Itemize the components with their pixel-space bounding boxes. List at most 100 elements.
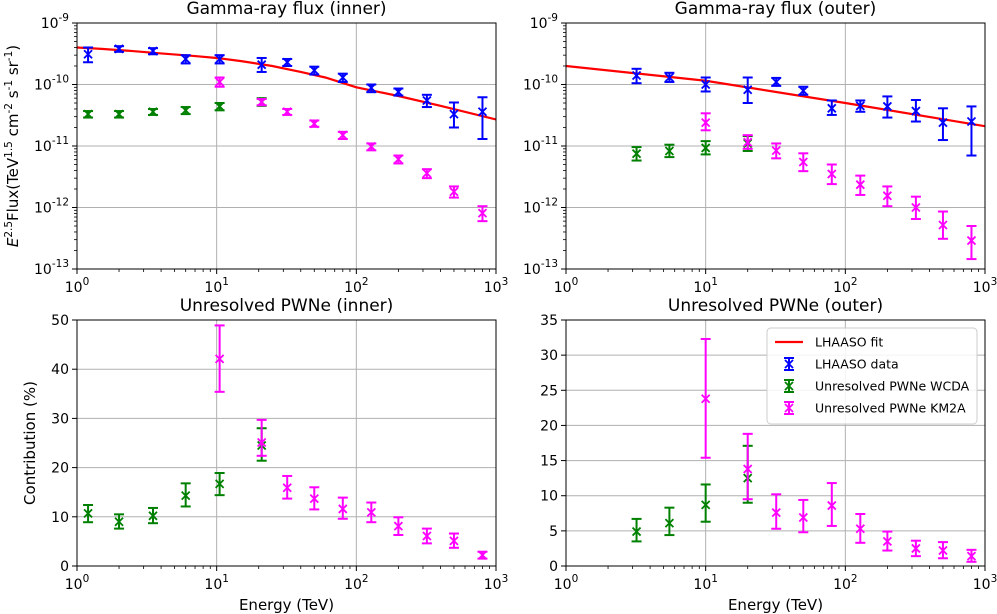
legend-label: LHAASO data	[815, 357, 899, 372]
x-tick-label: 102	[344, 573, 369, 593]
y-tick-label: 20	[540, 418, 558, 434]
unresolved-pwne-km2a-point	[700, 112, 711, 132]
unresolved-pwne-km2a-point	[937, 210, 948, 240]
y-tick-label: 10-11	[523, 135, 558, 155]
legend-item-unresolved-pwne-km2a: Unresolved PWNe KM2A	[784, 401, 966, 416]
unresolved-pwne-km2a-point	[256, 97, 267, 107]
grid	[77, 23, 496, 269]
unresolved-pwne-km2a-point	[882, 530, 893, 552]
unresolved-pwne-km2a-point	[826, 163, 837, 186]
y-tick-label: 50	[51, 313, 69, 329]
x-tick-label: 101	[204, 276, 229, 296]
y-axis-label: Contribution (%)	[21, 381, 39, 505]
legend-item-lhaaso-fit: LHAASO fit	[775, 335, 883, 350]
unresolved-pwne-km2a-point	[214, 324, 225, 393]
panel-flux-outer: 100 101 102 103 10-13 10-12 10-11 10-10 10-9 Gamm…	[523, 0, 997, 296]
legend-swatch	[784, 379, 794, 393]
lhaaso-data-point	[366, 83, 377, 94]
x-tick-label: 101	[693, 573, 718, 593]
unresolved-pwne-wcda-point	[700, 140, 711, 156]
lhaaso-data-point	[214, 54, 225, 65]
lhaaso-data-point	[337, 72, 348, 83]
legend-item-unresolved-pwne-wcda: Unresolved PWNe WCDA	[784, 379, 970, 394]
legend-label: LHAASO fit	[815, 335, 883, 350]
unresolved-pwne-wcda-point	[180, 482, 191, 508]
lhaaso-data-point	[256, 56, 267, 73]
lhaaso-data-point	[421, 93, 432, 109]
unresolved-pwne-km2a-point	[393, 516, 404, 537]
unresolved-pwne-wcda-point	[214, 472, 225, 497]
unresolved-pwne-km2a-point	[366, 501, 377, 524]
unresolved-pwne-km2a-point	[448, 532, 459, 549]
unresolved-pwne-wcda-point	[631, 146, 642, 162]
unresolved-pwne-wcda-point	[114, 513, 125, 530]
x-tick-label: 100	[554, 276, 579, 296]
x-tick-label: 102	[344, 276, 369, 296]
unresolved-pwne-km2a-point	[309, 486, 320, 511]
unresolved-pwne-wcda-point	[147, 107, 158, 117]
unresolved-pwne-km2a-point	[448, 185, 459, 199]
axes-frame	[76, 319, 497, 567]
panel-flux-inner: 100 101 102 103 10-13 10-12 10-11 10-10 10-9 Gamm…	[3, 0, 508, 296]
panel-pwne-outer: 100 101 102 103 0 5 10 15 20 25 30 35 Unresolved PWN…	[540, 296, 997, 614]
unresolved-pwne-km2a-point	[771, 142, 782, 160]
x-axis-label: Energy (TeV)	[239, 596, 334, 614]
ticks	[72, 22, 497, 274]
unresolved-pwne-wcda-point	[631, 517, 642, 543]
lhaaso-data-point	[700, 76, 711, 93]
lhaaso-data-point	[147, 46, 158, 56]
chart-title: Gamma-ray flux (outer)	[675, 0, 877, 19]
unresolved-pwne-km2a-point	[700, 337, 711, 459]
x-tick-label: 102	[833, 573, 858, 593]
y-tick-label: 10-13	[34, 258, 69, 278]
unresolved-pwne-km2a-point	[937, 541, 948, 560]
lhaaso-data-point	[664, 71, 675, 83]
lhaaso-data-point	[114, 44, 125, 54]
lhaaso-data-point	[910, 98, 921, 123]
y-tick-label: 10-13	[523, 258, 558, 278]
lhaaso-fit-line	[77, 46, 496, 121]
x-tick-label: 101	[204, 573, 229, 593]
lhaaso-data-point	[631, 67, 642, 85]
unresolved-pwne-km2a-point	[742, 134, 753, 150]
axes-frame	[76, 22, 497, 270]
unresolved-pwne-wcda-point	[180, 105, 191, 116]
x-tick-label: 100	[65, 573, 90, 593]
lhaaso-data-point	[966, 105, 977, 157]
lhaaso-fit-line	[566, 64, 985, 128]
y-tick-label: 10-9	[41, 12, 69, 32]
lhaaso-data-point	[282, 57, 293, 67]
y-tick-label: 20	[51, 461, 69, 477]
unresolved-pwne-km2a-point	[966, 548, 977, 563]
y-tick-label: 30	[51, 411, 69, 427]
x-tick-label: 101	[693, 276, 718, 296]
legend-box	[766, 327, 978, 425]
legend-swatch	[784, 357, 794, 371]
unresolved-pwne-km2a-point	[771, 493, 782, 530]
unresolved-pwne-km2a-point	[421, 527, 432, 545]
lhaaso-data-point	[882, 95, 893, 119]
plot-area	[83, 324, 488, 560]
lhaaso-data-point	[771, 76, 782, 87]
unresolved-pwne-km2a-point	[309, 119, 320, 129]
lhaaso-data-point	[393, 87, 404, 97]
y-tick-label: 0	[549, 559, 558, 575]
lhaaso-data-point	[937, 107, 948, 142]
unresolved-pwne-km2a-point	[477, 205, 488, 223]
y-axis-label: E2.5Flux(TeV1.5 cm-2 s-1 sr-1)	[3, 45, 22, 247]
unresolved-pwne-km2a-point	[421, 168, 432, 180]
unresolved-pwne-wcda-point	[664, 143, 675, 159]
unresolved-pwne-wcda-point	[147, 506, 158, 525]
legend: LHAASO fit LHAASO data Unresolved PWNe WCD…	[766, 327, 978, 425]
y-tick-label: 15	[540, 454, 558, 470]
plot-area	[77, 44, 496, 223]
x-tick-label: 103	[484, 276, 509, 296]
y-tick-label: 10-9	[530, 12, 558, 32]
axes-frame	[565, 319, 986, 567]
y-tick-label: 10-12	[34, 197, 69, 217]
unresolved-pwne-wcda-point	[664, 506, 675, 537]
x-tick-label: 102	[833, 276, 858, 296]
y-tick-label: 10	[540, 489, 558, 505]
lhaaso-data-point	[83, 46, 94, 64]
legend-swatch	[784, 401, 794, 415]
